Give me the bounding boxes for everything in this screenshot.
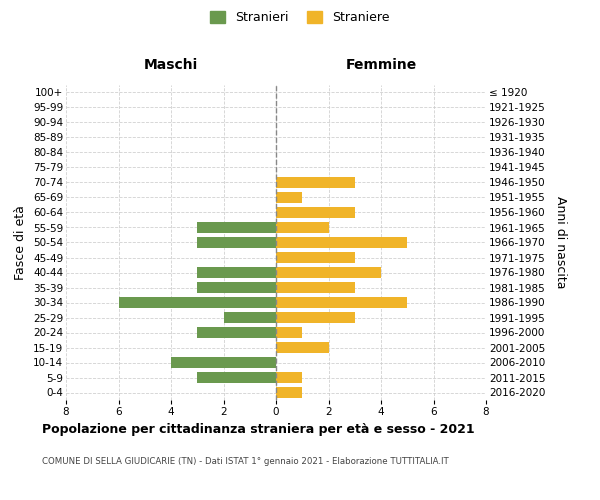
Bar [276,177,355,188]
Bar [276,342,329,353]
Bar [171,357,276,368]
Legend: Stranieri, Straniere: Stranieri, Straniere [205,6,395,29]
Text: Maschi: Maschi [144,58,198,72]
Bar [197,372,276,383]
Y-axis label: Fasce di età: Fasce di età [14,205,28,280]
Bar [276,222,329,233]
Bar [276,327,302,338]
Bar [197,267,276,278]
Text: Femmine: Femmine [346,58,416,72]
Bar [276,282,355,293]
Bar [276,372,302,383]
Bar [119,297,276,308]
Bar [276,237,407,248]
Bar [276,387,302,398]
Text: COMUNE DI SELLA GIUDICARIE (TN) - Dati ISTAT 1° gennaio 2021 - Elaborazione TUTT: COMUNE DI SELLA GIUDICARIE (TN) - Dati I… [42,458,449,466]
Bar [276,252,355,263]
Bar [276,297,407,308]
Bar [276,192,302,203]
Bar [197,222,276,233]
Text: Popolazione per cittadinanza straniera per età e sesso - 2021: Popolazione per cittadinanza straniera p… [42,422,475,436]
Bar [276,207,355,218]
Bar [197,237,276,248]
Y-axis label: Anni di nascita: Anni di nascita [554,196,567,289]
Bar [223,312,276,323]
Bar [197,327,276,338]
Bar [276,267,381,278]
Bar [197,282,276,293]
Bar [276,312,355,323]
